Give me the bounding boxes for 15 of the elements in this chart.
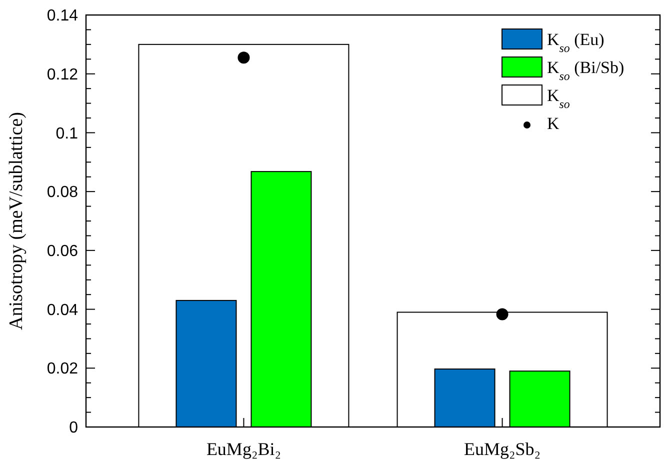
legend-label: K$_{so}$ (Bi/Sb) <box>547 58 624 83</box>
y-tick-label: 0.14 <box>46 8 78 25</box>
y-tick-label: 0.04 <box>46 302 78 319</box>
y-tick-label: 0.08 <box>46 184 78 202</box>
legend-label: K$_{so}$ <box>547 86 570 111</box>
y-tick-label: 0.12 <box>46 66 78 84</box>
legend-label: K$_{so}$ (Eu) <box>547 30 604 55</box>
legend-label: K <box>547 114 560 133</box>
y-tick-label: 0.06 <box>46 243 78 260</box>
y-tick-label: 0 <box>69 420 78 437</box>
y-tick-label: 0.02 <box>46 360 78 378</box>
x-tick-label: EuMg₂Bi₂ <box>206 439 281 459</box>
y-tick-label: 0.1 <box>56 125 78 142</box>
x-tick-label: EuMg₂Sb₂ <box>464 439 541 459</box>
y-axis-title: Anisotropy (meV/sublattice) <box>6 112 27 330</box>
